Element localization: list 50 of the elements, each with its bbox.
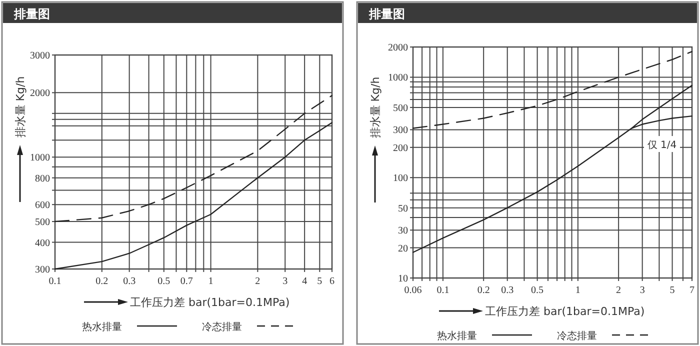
legend-label: 冷态排量 — [557, 330, 597, 342]
x-tick-label: 0.5 — [158, 276, 170, 287]
y-tick-label: 400 — [35, 238, 50, 249]
x-tick-label: 5 — [670, 285, 675, 296]
x-tick-label: 1 — [208, 276, 214, 287]
legend-label: 冷态排量 — [202, 321, 242, 333]
x-tick-label: 2 — [616, 285, 622, 296]
y-axis-title: 排水量 Kg/h — [14, 76, 27, 138]
y-axis-title: 排水量 Kg/h — [369, 76, 382, 138]
y-tick-label: 20 — [398, 243, 408, 254]
x-tick-label: 1 — [575, 285, 580, 296]
y-tick-label: 3000 — [30, 50, 50, 62]
x-tick-label: 0.7 — [180, 276, 193, 287]
x-tick-label: 3 — [640, 285, 645, 296]
x-tick-label: 3 — [282, 276, 288, 287]
legend-label: 热水排量 — [437, 330, 477, 342]
y-tick-label: 10 — [398, 274, 408, 284]
x-axis-title: 工作压力差 bar(1bar=0.1MPa) — [485, 305, 645, 318]
y-tick-label: 2000 — [30, 88, 50, 100]
x-tick-label: 2 — [255, 276, 260, 287]
x-tick-label: 4 — [302, 276, 308, 287]
chart-title: 排量图 — [13, 7, 50, 21]
y-tick-label: 100 — [393, 173, 408, 184]
x-tick-label: 0.06 — [404, 285, 422, 296]
legend-label: 热水排量 — [82, 321, 122, 333]
x-tick-label: 0.3 — [123, 276, 136, 287]
x-tick-label: 0.3 — [501, 285, 514, 296]
x-tick-label: 5 — [317, 276, 322, 287]
y-tick-label: 300 — [35, 264, 50, 276]
y-tick-label: 300 — [393, 125, 408, 136]
y-tick-label: 800 — [35, 173, 50, 184]
y-tick-label: 200 — [393, 142, 408, 154]
x-tick-label: 0.1 — [48, 276, 62, 287]
x-tick-label: 6 — [330, 276, 334, 287]
y-tick-label: 500 — [393, 102, 408, 114]
x-tick-label: 7 — [690, 285, 694, 296]
annotation: 仅 1/4 — [647, 140, 677, 152]
y-tick-label: 500 — [35, 217, 50, 228]
y-tick-label: 2000 — [388, 42, 408, 54]
chart-title: 排量图 — [368, 7, 405, 21]
x-tick-label: 0.5 — [531, 285, 544, 296]
y-tick-label: 30 — [398, 226, 408, 237]
y-tick-label: 1000 — [30, 152, 50, 164]
x-tick-label: 0.2 — [96, 276, 108, 287]
y-tick-label: 1000 — [388, 72, 408, 84]
y-tick-label: 50 — [398, 203, 408, 214]
x-tick-label: 0.2 — [477, 285, 490, 296]
x-axis-title: 工作压力差 bar(1bar=0.1MPa) — [130, 296, 290, 309]
y-tick-label: 600 — [35, 200, 50, 212]
x-tick-label: 0.1 — [436, 285, 450, 296]
